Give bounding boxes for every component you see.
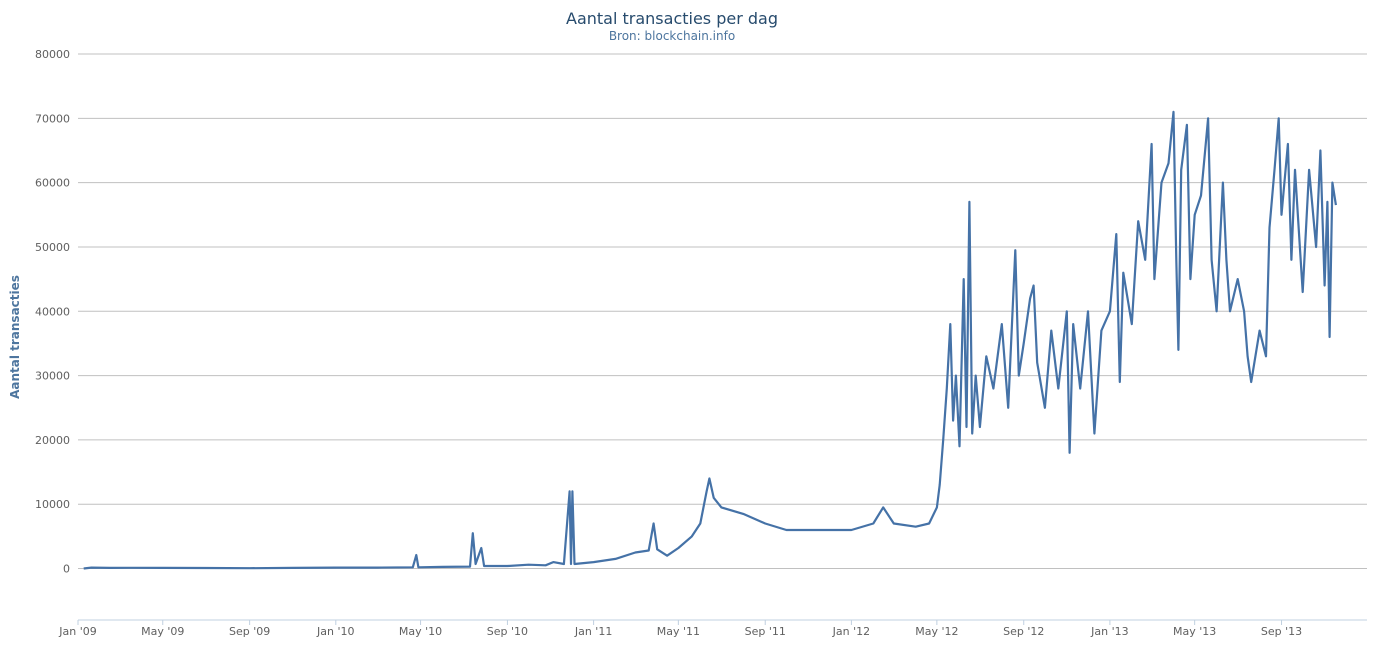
x-tick-label: Sep '11 xyxy=(745,625,786,638)
y-tick-label: 50000 xyxy=(35,241,70,254)
y-tick-label: 40000 xyxy=(35,305,70,318)
y-tick-label: 20000 xyxy=(35,434,70,447)
x-tick-label: Jan '09 xyxy=(58,625,96,638)
x-tick-label: May '13 xyxy=(1173,625,1216,638)
y-tick-label: 10000 xyxy=(35,498,70,511)
x-tick-label: Jan '13 xyxy=(1090,625,1128,638)
x-tick-label: Sep '09 xyxy=(229,625,270,638)
x-tick-label: Sep '10 xyxy=(487,625,528,638)
y-axis-ticks: 0 10000 20000 30000 40000 50000 60000 70000 8000… xyxy=(35,48,70,576)
y-tick-label: 80000 xyxy=(35,48,70,61)
series-layer xyxy=(83,110,1337,570)
y-tick-label: 70000 xyxy=(35,112,70,125)
y-axis-label: Aantal transacties xyxy=(8,275,22,399)
x-tick-label: Sep '12 xyxy=(1003,625,1044,638)
y-tick-label: 0 xyxy=(63,563,70,576)
y-tick-label: 30000 xyxy=(35,370,70,383)
x-tick-label: May '10 xyxy=(399,625,442,638)
x-tick-label: May '11 xyxy=(657,625,700,638)
x-tick-label: Jan '11 xyxy=(574,625,612,638)
x-axis: Jan '09 May '09 Sep '09 Jan '10 May '10 Sep '… xyxy=(58,619,1367,638)
x-tick-label: May '09 xyxy=(141,625,184,638)
x-tick-label: May '12 xyxy=(915,625,958,638)
chart-title: Aantal transacties per dag xyxy=(566,9,778,28)
gridlines xyxy=(78,53,1367,570)
x-tick-label: Sep '13 xyxy=(1261,625,1302,638)
y-tick-label: 60000 xyxy=(35,177,70,190)
x-tick-label: Jan '10 xyxy=(316,625,354,638)
series-line xyxy=(83,110,1337,570)
x-tick-label: Jan '12 xyxy=(832,625,870,638)
chart-subtitle: Bron: blockchain.info xyxy=(609,29,735,43)
